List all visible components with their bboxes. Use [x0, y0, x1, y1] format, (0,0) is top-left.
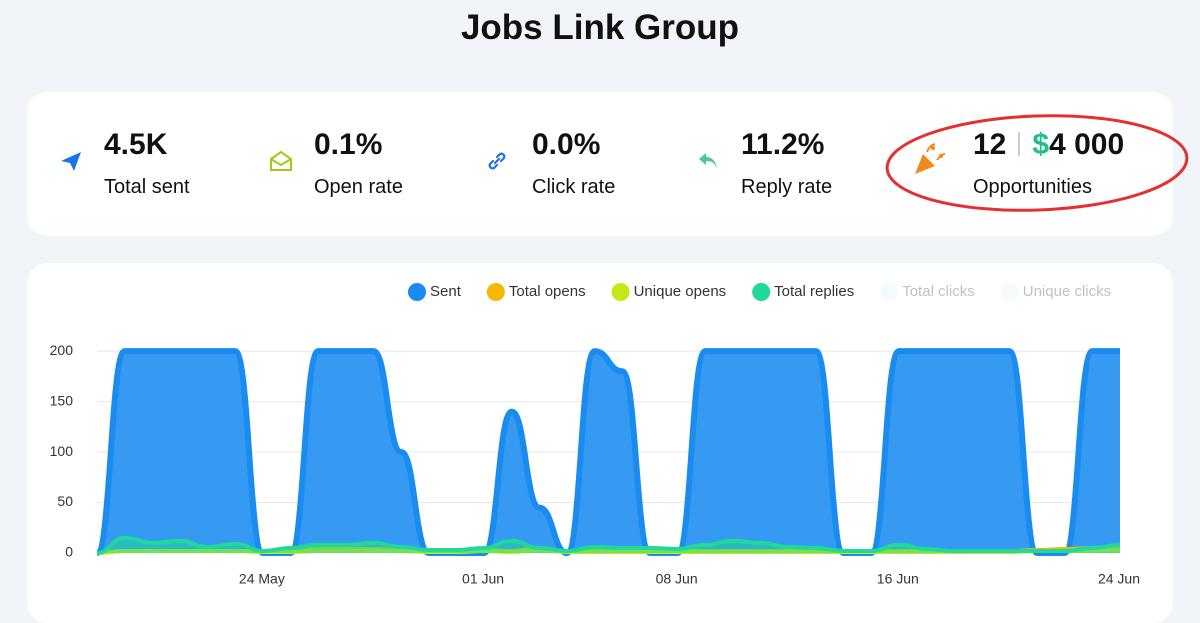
area-fill [97, 351, 1120, 553]
legend-marker [1000, 283, 1019, 301]
x-tick-label: 08 Jun [656, 571, 698, 587]
stat-value: 0.1% [314, 128, 383, 161]
legend-marker [408, 283, 426, 301]
stat-label: Reply rate [741, 176, 833, 198]
opportunity-values: 12 $4 000 [973, 128, 1124, 162]
legend-marker [752, 283, 771, 301]
legend-label: Unique clicks [1023, 283, 1111, 300]
chart: 0 50 100 150 200 24 May 01 Jun 08 Jun 16 Jun 24 J… [50, 114, 1189, 587]
legend-label: Total opens [509, 283, 586, 300]
opportunity-amount: 4 000 [1049, 128, 1125, 161]
legend-marker [880, 283, 899, 301]
stat-value: 4.5K [104, 128, 168, 161]
open-icon [270, 150, 292, 171]
legend-label: Total replies [774, 283, 854, 300]
click-icon [488, 152, 506, 170]
divider [1018, 132, 1021, 156]
reply-icon [699, 153, 717, 169]
stat-label: Click rate [532, 176, 616, 198]
legend-label: Unique opens [634, 283, 727, 300]
sent-icon [61, 152, 81, 171]
legend-label: Sent [430, 283, 462, 300]
stats-card: 4.5K Total sent 0.1% Open rate 0.0% Click r… [27, 92, 1173, 236]
y-tick-label: 100 [50, 443, 74, 459]
stat-value: 11.2% [741, 128, 825, 161]
stat-value: 0.0% [532, 128, 601, 161]
x-tick-label: 24 May [239, 571, 285, 587]
opportunity-count: 12 [973, 128, 1007, 161]
y-tick-label: 150 [50, 392, 74, 408]
page-title: Jobs Link Group [460, 8, 740, 47]
currency: $ [1032, 128, 1050, 161]
legend-marker [486, 283, 505, 301]
x-tick-label: 24 Jun [1098, 571, 1140, 587]
x-tick-label: 01 Jun [462, 571, 504, 587]
y-tick-label: 200 [50, 342, 74, 358]
stat-label: Total sent [104, 176, 190, 198]
page: Jobs Link Group 4.5K Total sent 0.1% Open … [27, 8, 1189, 623]
highlight-circle [885, 114, 1189, 212]
stat-label: Opportunities [973, 176, 1092, 198]
y-tick-label: 0 [65, 544, 73, 560]
stat-label: Open rate [314, 176, 403, 198]
area-fill [97, 537, 1120, 553]
y-tick-label: 50 [57, 493, 73, 509]
legend-label: Total clicks [902, 283, 975, 300]
series-line [96, 535, 1121, 555]
party-icon [915, 143, 946, 174]
legend-marker [611, 283, 630, 301]
x-tick-label: 16 Jun [877, 571, 919, 587]
